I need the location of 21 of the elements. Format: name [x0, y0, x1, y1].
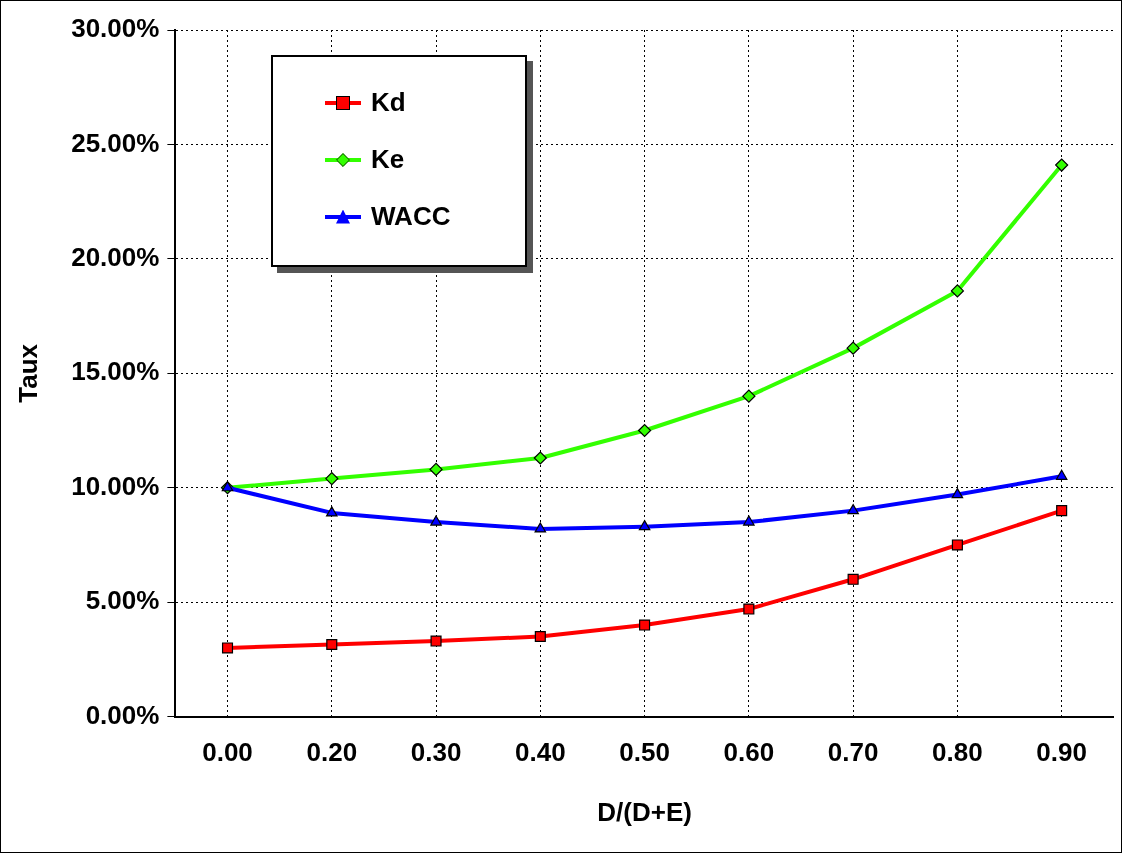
- x-tick-label: 0.90: [1036, 737, 1087, 768]
- y-tick-label: 30.00%: [71, 13, 160, 44]
- y-tick-label: 15.00%: [71, 356, 160, 387]
- y-tick-label: 20.00%: [71, 242, 160, 273]
- x-tick-label: 0.70: [827, 737, 879, 768]
- y-tick-label: 25.00%: [71, 127, 160, 158]
- legend-label: Ke: [371, 144, 405, 175]
- x-tick-label: 0.80: [932, 737, 983, 768]
- x-tick-label: 0.50: [619, 737, 670, 768]
- x-tick-label: 0.00: [202, 737, 253, 768]
- legend-label: WACC: [371, 201, 451, 232]
- legend-label: Kd: [371, 87, 406, 118]
- y-axis-title: Taux: [12, 343, 43, 403]
- y-tick-label: 5.00%: [85, 585, 160, 616]
- x-axis-title: D/(D+E): [597, 796, 692, 827]
- x-tick-label: 0.20: [306, 737, 358, 768]
- x-tick-label: 0.60: [723, 737, 775, 768]
- x-tick-label: 0.30: [410, 737, 462, 768]
- x-tick-label: 0.40: [515, 737, 566, 768]
- y-tick-label: 0.00%: [85, 699, 160, 730]
- y-tick-label: 10.00%: [71, 470, 160, 501]
